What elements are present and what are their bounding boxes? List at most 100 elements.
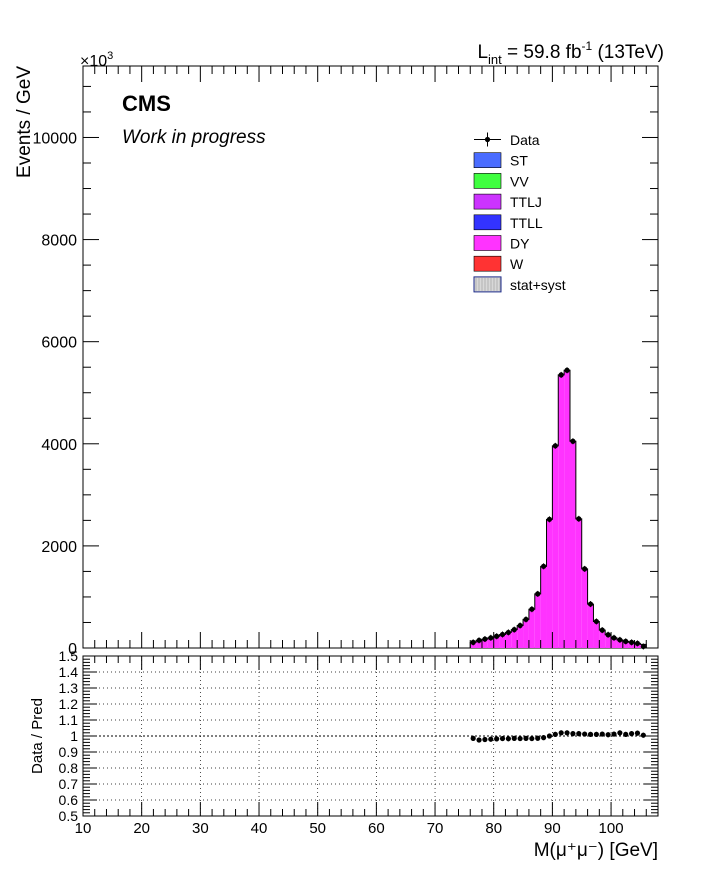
legend-label: Data — [510, 132, 540, 148]
ratio-points — [470, 730, 646, 743]
y-tick-label: 0 — [68, 641, 77, 658]
data-point — [558, 372, 564, 378]
legend-data-marker — [484, 136, 491, 143]
ratio-point — [535, 735, 541, 741]
ratio-panel: 0.50.60.70.80.911.11.21.31.41.5 10 20 30 40… — [29, 648, 659, 861]
ratio-y-tick-label: 0.8 — [59, 760, 79, 776]
dy-bar — [552, 445, 559, 648]
ratio-point — [523, 735, 529, 742]
dy-bar — [587, 604, 594, 648]
ratio-y-ticks: 0.50.60.70.80.911.11.21.31.41.5 — [59, 648, 658, 824]
main-y-ticks: 0 2000 4000 6000 8000 10000 — [33, 85, 658, 658]
legend-swatch-w — [473, 255, 502, 272]
ratio-point — [634, 730, 641, 736]
main-frame — [82, 65, 659, 649]
dy-bar — [611, 637, 617, 648]
data-point — [617, 637, 623, 643]
ratio-x-ticks: 10 20 30 40 50 60 70 80 90 100 — [75, 656, 647, 837]
dy-bar — [511, 629, 518, 648]
legend-swatch-st — [473, 152, 502, 168]
ratio-point — [558, 730, 564, 736]
dy-bar — [581, 568, 588, 648]
y-tick-label: 2000 — [41, 539, 77, 556]
ratio-point — [494, 736, 500, 742]
ratio-point — [470, 735, 476, 742]
legend-label: ST — [510, 153, 528, 169]
data-point — [482, 636, 488, 642]
ratio-point — [623, 731, 629, 738]
data-point — [564, 367, 570, 373]
dy-bar — [569, 441, 576, 648]
legend-label: stat+syst — [510, 277, 566, 293]
dy-bar — [622, 641, 629, 648]
work-in-progress-label: Work in progress — [122, 127, 266, 148]
ratio-point — [582, 731, 588, 737]
ratio-point — [599, 731, 605, 737]
data-point — [511, 627, 517, 633]
ratio-point — [564, 730, 570, 736]
x-tick-label: 10 — [75, 820, 92, 837]
dy-bar — [476, 640, 482, 648]
main-panel: 0 2000 4000 6000 8000 10000 CMS Work in progr… — [14, 65, 659, 658]
ratio-point — [482, 736, 488, 743]
data-point — [611, 635, 617, 641]
ratio-point — [576, 731, 582, 737]
ratio-point — [587, 731, 594, 738]
dy-bar — [493, 636, 500, 648]
data-point — [599, 627, 605, 633]
ratio-y-tick-label: 1.1 — [59, 712, 79, 728]
legend-swatch-dy — [473, 235, 502, 251]
ratio-point — [529, 735, 535, 742]
ratio-y-tick-label: 0.6 — [59, 792, 79, 808]
y-tick-label: 6000 — [41, 335, 77, 352]
dy-bar — [605, 634, 612, 648]
data-point — [623, 638, 629, 644]
ratio-y-tick-label: 1.5 — [59, 648, 79, 664]
dy-bar — [564, 370, 570, 648]
dy-bar — [575, 518, 582, 648]
legend-label: VV — [510, 173, 529, 189]
data-point — [470, 639, 476, 645]
legend-swatch-vv — [473, 173, 502, 189]
dy-bar — [487, 637, 494, 648]
ratio-point — [628, 731, 635, 737]
dy-bar — [505, 632, 512, 648]
dy-bar — [528, 609, 535, 648]
ratio-y-tick-label: 1.4 — [59, 664, 79, 680]
x-tick-label: 100 — [599, 820, 624, 837]
ratio-y-tick-label: 1.3 — [59, 680, 79, 696]
data-point — [476, 637, 482, 643]
ratio-point — [605, 732, 611, 738]
data-point — [494, 633, 500, 639]
data-point — [488, 635, 494, 641]
ratio-y-tick-label: 0.9 — [59, 744, 79, 760]
legend-label: DY — [510, 236, 530, 252]
main-y-axis-title: Events / GeV — [14, 66, 35, 178]
ratio-point — [517, 735, 523, 742]
data-point — [523, 616, 529, 623]
data-point — [593, 618, 599, 625]
ratio-point — [593, 731, 599, 738]
y-tick-label: 10000 — [33, 130, 78, 147]
dy-bar — [546, 519, 553, 648]
dy-bar — [534, 593, 541, 648]
ratio-point — [540, 735, 547, 741]
ratio-y-tick-label: 0.7 — [59, 776, 79, 792]
dy-bar — [517, 625, 524, 648]
dy-bar — [523, 619, 529, 648]
dy-bar — [558, 374, 565, 648]
x-tick-label: 70 — [427, 820, 444, 837]
ratio-point — [552, 731, 558, 738]
ratio-point — [488, 736, 494, 742]
ratio-point — [505, 736, 511, 742]
data-point — [505, 629, 511, 636]
legend-label: TTLJ — [510, 194, 542, 210]
ratio-point — [476, 737, 482, 743]
ratio-point — [640, 732, 646, 738]
dy-bar — [481, 639, 488, 648]
ratio-point — [546, 733, 553, 739]
x-tick-label: 50 — [309, 820, 326, 837]
dy-bar — [599, 630, 606, 648]
ratio-y-tick-label: 1.2 — [59, 696, 79, 712]
